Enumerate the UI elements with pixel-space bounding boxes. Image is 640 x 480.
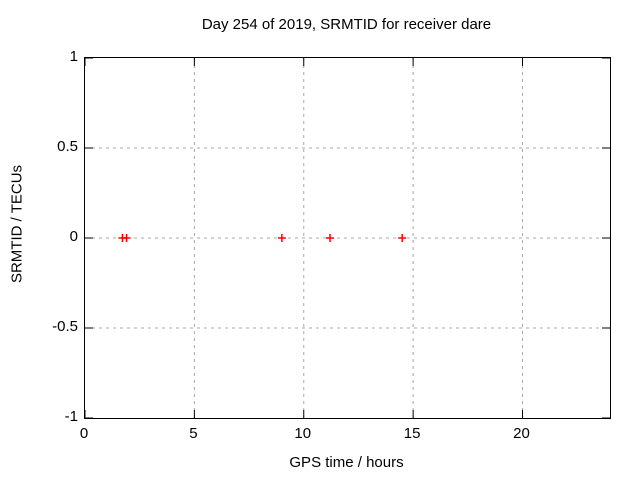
x-tick-label: 10 — [294, 425, 312, 442]
plot-area — [84, 57, 611, 419]
chart-title: Day 254 of 2019, SRMTID for receiver dar… — [201, 16, 492, 33]
x-axis-label: GPS time / hours — [289, 454, 404, 471]
y-tick-label: 0 — [69, 228, 78, 245]
x-tick-label: 0 — [79, 425, 89, 442]
x-tick-label: 5 — [189, 425, 198, 442]
y-axis-label: SRMTID / TECUs — [8, 164, 26, 284]
y-tick-label: 1 — [69, 48, 78, 65]
y-tick-label: 0.5 — [57, 138, 78, 155]
y-tick-label: -1 — [64, 408, 78, 425]
x-tick-label: 15 — [403, 425, 421, 442]
x-tick-label: 20 — [513, 425, 530, 442]
plot-canvas — [85, 58, 610, 418]
y-tick-label: -0.5 — [52, 318, 78, 335]
